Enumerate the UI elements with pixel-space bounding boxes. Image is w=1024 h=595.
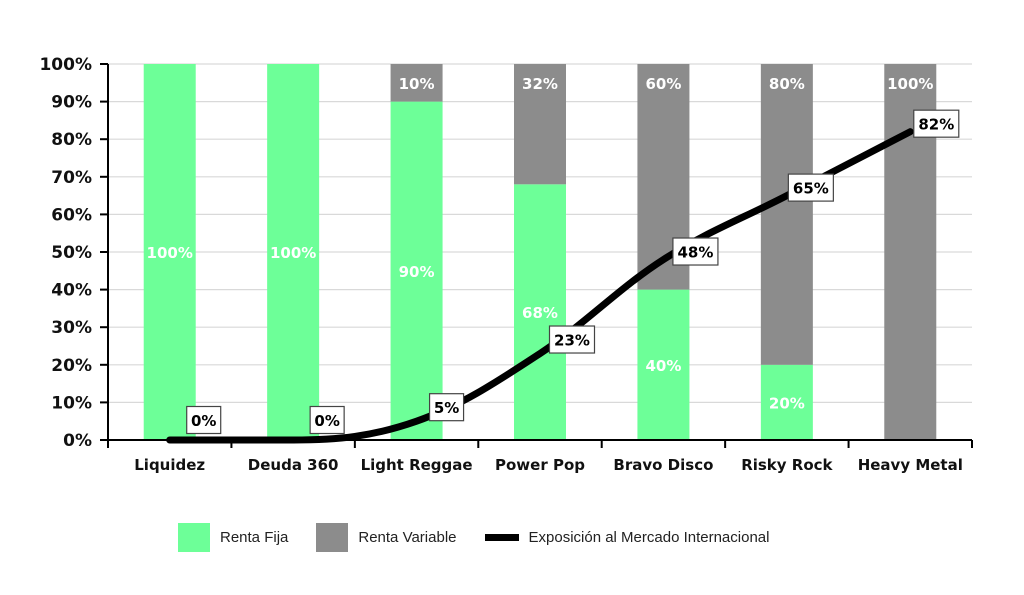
svg-text:65%: 65% bbox=[793, 180, 829, 198]
line-value-label: 0% bbox=[186, 405, 222, 435]
bar-renta-fija bbox=[143, 64, 196, 440]
y-tick-label: 90% bbox=[51, 93, 92, 113]
bar-label: 90% bbox=[399, 263, 435, 281]
legend-item-renta-fija: Renta Fija bbox=[178, 523, 288, 552]
y-tick-label: 70% bbox=[51, 168, 92, 188]
bar-renta-variable bbox=[760, 64, 813, 365]
legend-label: Renta Variable bbox=[358, 529, 457, 546]
line-value-label: 65% bbox=[787, 173, 834, 202]
bar-label: 20% bbox=[769, 394, 805, 412]
bar-renta-fija bbox=[267, 64, 320, 440]
y-tick-label: 80% bbox=[51, 130, 92, 150]
bar-label: 100% bbox=[147, 244, 193, 262]
bar-renta-fija bbox=[390, 101, 443, 440]
bar-label: 32% bbox=[522, 75, 558, 93]
x-tick-label: Power Pop bbox=[495, 456, 585, 474]
line-value-label: 5% bbox=[428, 393, 465, 422]
exposure-line bbox=[166, 128, 914, 444]
line-value-label: 48% bbox=[672, 237, 719, 266]
svg-text:82%: 82% bbox=[918, 116, 954, 134]
bar-renta-fija bbox=[760, 364, 813, 440]
bar-label: 100% bbox=[270, 244, 316, 262]
legend-item-exposicion: Exposición al Mercado Internacional bbox=[484, 529, 770, 546]
svg-text:23%: 23% bbox=[554, 332, 590, 350]
bar-label: 40% bbox=[645, 357, 681, 375]
legend-label: Renta Fija bbox=[220, 529, 289, 546]
line-value-label: 0% bbox=[309, 405, 345, 435]
svg-text:0%: 0% bbox=[314, 412, 339, 430]
svg-text:48%: 48% bbox=[677, 244, 713, 262]
data-labels: 100% 100% 90% 10% 68% 32% 40% 60% 20% 80% 100% 0% 0%… bbox=[147, 75, 960, 435]
svg-text:0%: 0% bbox=[191, 412, 216, 430]
legend: Renta Fija Renta Variable Exposición al … bbox=[178, 523, 797, 552]
y-tick-label: 30% bbox=[51, 318, 92, 338]
renta-variable-swatch bbox=[316, 523, 349, 552]
y-tick-label: 50% bbox=[51, 243, 92, 263]
bar-label: 10% bbox=[399, 75, 435, 93]
legend-label: Exposición al Mercado Internacional bbox=[528, 529, 770, 546]
legend-item-renta-variable: Renta Variable bbox=[316, 523, 457, 552]
renta-fija-swatch bbox=[178, 523, 210, 552]
y-tick-label: 60% bbox=[51, 205, 92, 225]
line-value-label: 82% bbox=[913, 109, 960, 138]
bar-renta-fija bbox=[514, 184, 566, 440]
y-tick-label: 10% bbox=[51, 393, 92, 413]
y-tick-label: 40% bbox=[51, 281, 92, 301]
x-tick-label: Heavy Metal bbox=[858, 456, 963, 474]
bar-renta-fija bbox=[637, 289, 690, 440]
exposure-line-path bbox=[166, 128, 914, 444]
x-tick-label: Bravo Disco bbox=[613, 456, 713, 474]
bar-label: 80% bbox=[769, 75, 805, 93]
y-tick-label: 20% bbox=[51, 356, 92, 376]
bar-label: 60% bbox=[645, 75, 681, 93]
x-tick-label: Liquidez bbox=[134, 456, 205, 474]
bar-renta-variable bbox=[514, 64, 566, 185]
axes: 0% 10% 20% 30% 40% 50% 60% 70% 80% 90% 100% Liquide… bbox=[39, 55, 973, 474]
y-tick-label: 100% bbox=[39, 55, 92, 75]
bar-renta-variable bbox=[390, 64, 443, 102]
bar-label: 68% bbox=[522, 304, 558, 322]
line-swatch bbox=[484, 534, 519, 541]
svg-text:5%: 5% bbox=[434, 399, 459, 417]
bar-label: 100% bbox=[887, 75, 933, 93]
x-tick-label: Risky Rock bbox=[741, 456, 833, 474]
y-tick-label: 0% bbox=[63, 431, 92, 451]
line-value-label: 23% bbox=[548, 325, 596, 354]
x-tick-label: Light Reggae bbox=[361, 456, 473, 474]
bars bbox=[143, 64, 937, 440]
x-tick-label: Deuda 360 bbox=[248, 456, 339, 474]
